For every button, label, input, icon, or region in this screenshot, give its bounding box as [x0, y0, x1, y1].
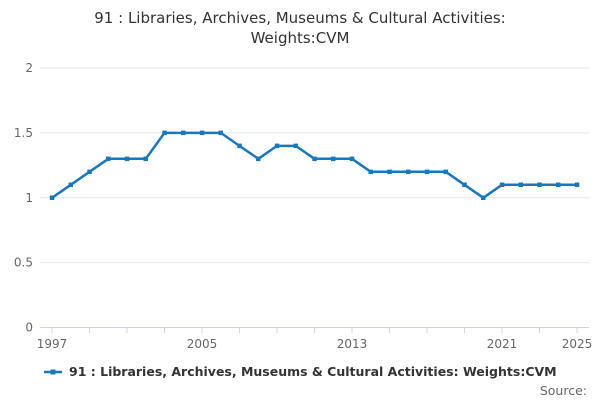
data-point-marker [368, 169, 373, 175]
data-point-marker [387, 169, 392, 175]
legend-item[interactable]: 91 : Libraries, Archives, Museums & Cult… [44, 364, 557, 379]
chart-title-line1: 91 : Libraries, Archives, Museums & Cult… [94, 9, 506, 27]
data-point-marker [462, 182, 467, 187]
data-point-marker [143, 156, 148, 162]
y-axis-tick-label: 1 [25, 191, 33, 205]
data-point-marker [556, 182, 561, 187]
data-point-marker [518, 182, 523, 187]
data-point-marker [499, 182, 505, 187]
data-point-marker [49, 195, 55, 200]
y-axis-tick-label: 0 [25, 321, 33, 335]
data-point-marker [237, 143, 242, 149]
data-point-marker [293, 143, 298, 149]
data-point-marker [106, 156, 111, 162]
data-point-marker [537, 182, 542, 187]
data-point-marker [274, 143, 280, 149]
y-axis-tick-label: 2 [25, 61, 33, 75]
data-point-marker [481, 195, 486, 200]
x-axis-tick-label: 2021 [487, 337, 518, 351]
data-point-marker [181, 130, 186, 136]
series-line [50, 131, 579, 200]
data-point-marker [424, 169, 430, 175]
data-point-marker [256, 156, 261, 162]
data-point-marker [406, 169, 411, 175]
y-axis-tick-label: 1.5 [14, 126, 33, 140]
line-chart-plot: 0 0.5 1 1.5 2 1997 2005 2013 2021 2025 [14, 61, 593, 351]
data-point-marker [349, 156, 355, 162]
line-with-square-marker-icon [44, 369, 62, 374]
data-point-marker [331, 156, 336, 162]
legend-series-label: 91 : Libraries, Archives, Museums & Cult… [69, 364, 557, 379]
y-axis-tick-label: 0.5 [14, 256, 33, 270]
chart-title-line2: Weights:CVM [250, 29, 350, 47]
data-point-marker [574, 182, 580, 187]
x-axis-tick-label: 1997 [37, 337, 68, 351]
data-point-marker [162, 130, 167, 136]
x-axis-tick-label: 2005 [187, 337, 218, 351]
data-point-marker [312, 156, 317, 162]
data-point-marker [124, 156, 130, 162]
data-point-marker [199, 130, 205, 136]
data-point-marker [87, 169, 92, 175]
data-point-marker [68, 182, 73, 187]
data-point-marker [443, 169, 448, 175]
source-note: Source: [539, 383, 587, 398]
x-axis-tick-label: 2025 [562, 337, 593, 351]
x-axis-tick-label: 2013 [337, 337, 368, 351]
data-point-marker [218, 130, 223, 136]
chart-title: 91 : Libraries, Archives, Museums & Cult… [0, 8, 600, 48]
